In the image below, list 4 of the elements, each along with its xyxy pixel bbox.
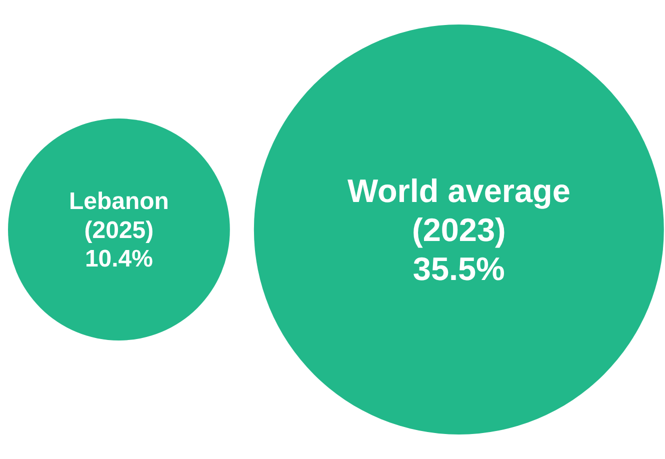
data-label: 35.5% <box>412 250 505 287</box>
category-label: World average (2023) <box>347 172 570 248</box>
category-label: Lebanon (2025) <box>69 188 169 244</box>
data-label: 10.4% <box>84 246 153 273</box>
